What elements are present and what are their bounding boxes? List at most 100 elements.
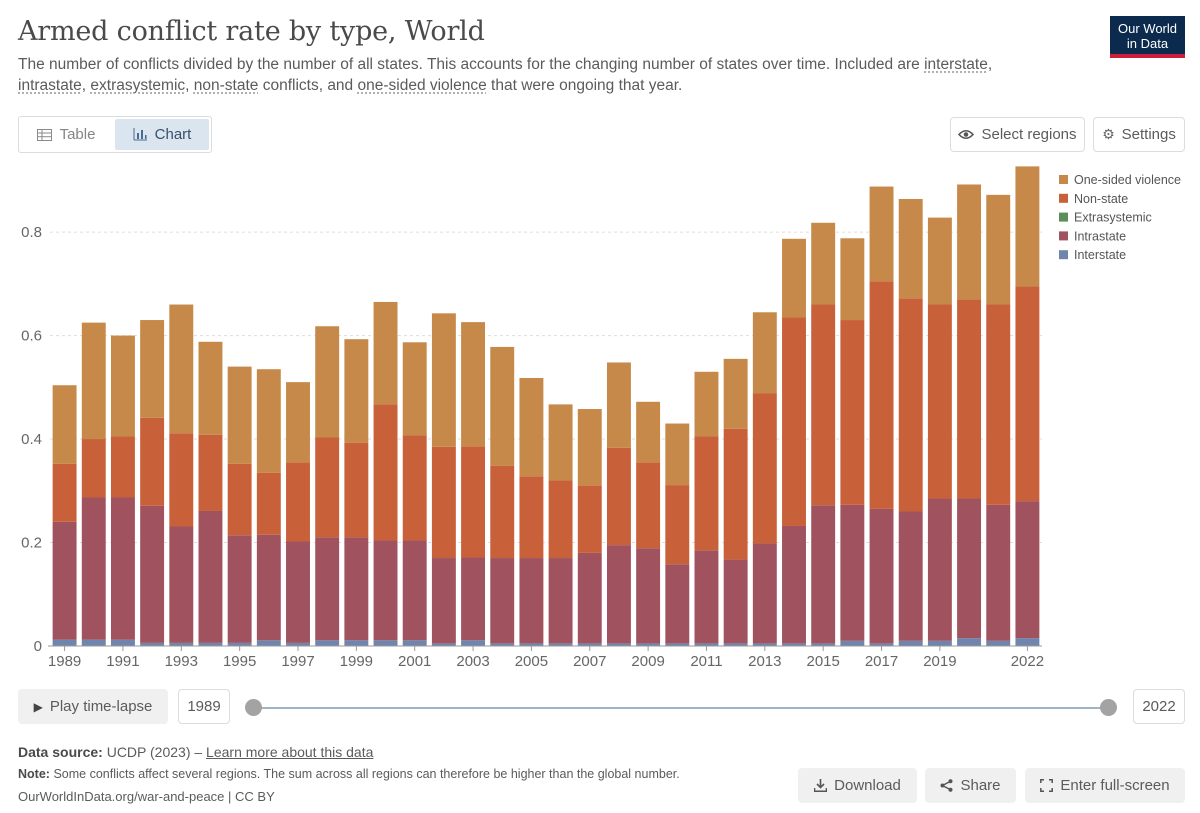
bar-non-state (957, 299, 982, 499)
bar-interstate (519, 643, 544, 646)
bar-one-sided-violence (198, 341, 223, 435)
learn-more-link[interactable]: Learn more about this data (206, 744, 374, 760)
bar-non-state (198, 434, 223, 511)
bar-non-state (461, 446, 486, 558)
note-label: Note: (18, 767, 50, 781)
bar-one-sided-violence (898, 198, 923, 299)
nonstate-link[interactable]: non-state (193, 77, 259, 94)
legend-swatch (1059, 212, 1068, 222)
bar-non-state (81, 439, 106, 498)
owid-logo[interactable]: Our World in Data (1110, 16, 1185, 58)
bar-non-state (811, 304, 836, 506)
legend: One-sided violence Non-state Extrasystemic… (1059, 173, 1181, 262)
bar-intrastate (927, 498, 952, 641)
x-tick-label: 2015 (806, 653, 839, 670)
y-tick-label: 0.8 (21, 224, 42, 241)
bar-interstate (198, 642, 223, 646)
bar-one-sided-violence (402, 342, 427, 436)
bar-non-state (490, 465, 515, 559)
bar-intrastate (694, 550, 719, 644)
bar-intrastate (519, 558, 544, 644)
gear-icon: ⚙ (1102, 126, 1115, 142)
bar-intrastate (402, 540, 427, 641)
start-year-handle[interactable] (245, 699, 262, 716)
bar-intrastate (256, 534, 281, 641)
bar-intrastate (869, 508, 894, 644)
legend-swatch (1059, 175, 1068, 184)
bar-one-sided-violence (169, 304, 194, 434)
bar-intrastate (490, 558, 515, 644)
settings-button[interactable]: ⚙ Settings (1093, 117, 1185, 152)
share-button[interactable]: Share (925, 768, 1016, 803)
end-year-input[interactable]: 2022 (1133, 689, 1185, 724)
bar-one-sided-violence (752, 312, 777, 394)
x-tick-label: 2022 (1011, 653, 1044, 670)
bar-interstate (490, 643, 515, 646)
bar-interstate (869, 643, 894, 646)
bar-one-sided-violence (694, 371, 719, 437)
legend-swatch (1059, 193, 1068, 203)
bar-non-state (373, 404, 398, 541)
bar-one-sided-violence (636, 401, 661, 463)
timeline-track[interactable] (253, 707, 1109, 709)
bar-one-sided-violence (110, 335, 135, 437)
tab-chart[interactable]: Chart (115, 119, 209, 150)
y-axis: 0 0.2 0.4 0.6 0.8 (21, 224, 42, 655)
source-label: Data source: (18, 744, 103, 760)
bar-interstate (169, 642, 194, 646)
bar-interstate (577, 643, 602, 646)
bar-interstate (636, 643, 661, 646)
bar-intrastate (840, 504, 865, 641)
intrastate-link[interactable]: intrastate (18, 77, 82, 94)
bar-one-sided-violence (840, 238, 865, 321)
bar-non-state (927, 304, 952, 499)
table-icon (36, 128, 52, 141)
bar-interstate (840, 640, 865, 646)
onesided-link[interactable]: one-sided violence (357, 77, 487, 94)
bar-interstate (227, 642, 252, 646)
bar-non-state (169, 433, 194, 527)
x-tick-label: 1999 (340, 653, 373, 670)
x-tick-label: 2017 (865, 653, 898, 670)
bar-intrastate (898, 511, 923, 641)
y-tick-label: 0.4 (21, 431, 42, 448)
x-axis: 1989 1991 1993 1995 1997 1999 2001 2003 2005 2007… (48, 645, 1044, 670)
end-year-handle[interactable] (1100, 699, 1117, 716)
bar-interstate (344, 640, 369, 646)
subtitle-text: that were ongoing that year. (486, 77, 683, 94)
bar-interstate (957, 638, 982, 646)
tab-table[interactable]: Table (19, 117, 113, 152)
subtitle-text: , (185, 77, 194, 94)
extrasystemic-link[interactable]: extrasystemic (90, 77, 186, 94)
play-timelapse-button[interactable]: ▶ Play time-lapse (18, 689, 168, 724)
source-url[interactable]: OurWorldInData.org/war-and-peace | CC BY (18, 789, 275, 804)
legend-swatch (1059, 231, 1068, 241)
settings-label: Settings (1121, 126, 1176, 143)
x-tick-label: 2007 (573, 653, 606, 670)
bar-interstate (402, 640, 427, 646)
bar-interstate (373, 640, 398, 646)
bar-intrastate (1015, 501, 1040, 639)
subtitle-text: , (987, 56, 993, 73)
bar-non-state (519, 476, 544, 559)
bar-one-sided-violence (665, 423, 690, 486)
bar-one-sided-violence (256, 369, 281, 473)
bar-intrastate (577, 552, 602, 644)
bar-interstate (606, 643, 631, 646)
fullscreen-button[interactable]: Enter full-screen (1025, 768, 1185, 803)
bar-non-state (315, 437, 340, 538)
start-year-input[interactable]: 1989 (178, 689, 230, 724)
bar-one-sided-violence (723, 358, 748, 429)
eye-icon (958, 129, 975, 140)
play-icon: ▶ (33, 699, 43, 714)
select-regions-button[interactable]: Select regions (950, 117, 1085, 152)
bar-interstate (986, 640, 1011, 646)
bar-intrastate (431, 558, 456, 644)
bar-one-sided-violence (315, 326, 340, 438)
download-button[interactable]: Download (798, 768, 917, 803)
interstate-link[interactable]: interstate (924, 56, 988, 73)
bar-intrastate (636, 548, 661, 644)
chart-subtitle: The number of conflicts divided by the n… (18, 54, 1058, 96)
bar-intrastate (286, 541, 310, 643)
bar-one-sided-violence (373, 301, 398, 405)
